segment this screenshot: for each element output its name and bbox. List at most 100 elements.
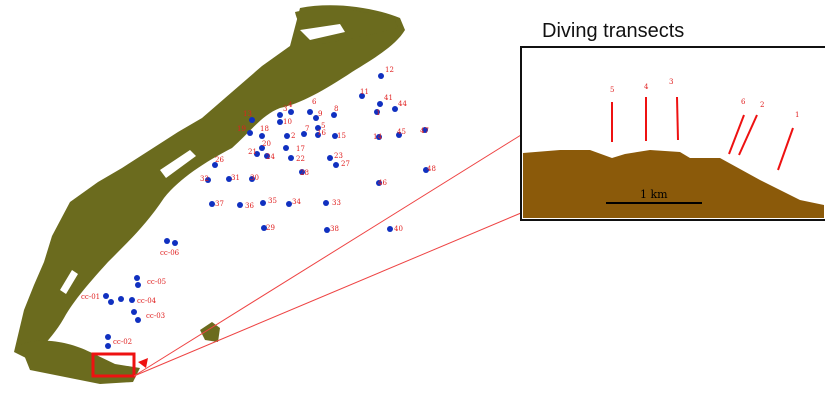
reference-site-marker bbox=[135, 282, 141, 288]
station-marker bbox=[247, 130, 253, 136]
station-marker bbox=[374, 109, 380, 115]
station-label: 20 bbox=[262, 140, 271, 148]
station-marker bbox=[259, 133, 265, 139]
station-marker bbox=[323, 200, 329, 206]
station-label: 26 bbox=[215, 156, 224, 164]
station-marker bbox=[226, 176, 232, 182]
station-marker bbox=[315, 125, 321, 131]
station-marker bbox=[277, 119, 283, 125]
station-label: 46 bbox=[378, 179, 387, 187]
highlight-arrow bbox=[138, 358, 148, 368]
station-marker bbox=[260, 200, 266, 206]
station-label: 44 bbox=[398, 100, 407, 108]
station-label: 23 bbox=[334, 152, 343, 160]
station-marker bbox=[376, 180, 382, 186]
station-marker bbox=[324, 227, 330, 233]
station-label: 40 bbox=[394, 225, 403, 233]
station-label: 10 bbox=[283, 118, 292, 126]
reference-site-marker bbox=[131, 309, 137, 315]
seabed-profile bbox=[523, 150, 824, 218]
station-marker bbox=[331, 112, 337, 118]
reference-site-marker bbox=[103, 293, 109, 299]
station-label: 32 bbox=[200, 175, 209, 183]
transect-label: 3 bbox=[669, 78, 673, 86]
station-label: 8 bbox=[334, 105, 338, 113]
station-label: 41 bbox=[384, 94, 393, 102]
transects-layer: 5 4 3 6 2 1 1 km bbox=[610, 78, 799, 201]
station-label: 27 bbox=[341, 160, 350, 168]
station-marker bbox=[249, 176, 255, 182]
reference-site-label: cc-04 bbox=[137, 297, 157, 305]
station-marker bbox=[327, 155, 333, 161]
highlight-box bbox=[91, 352, 136, 378]
station-label: 11 bbox=[360, 88, 369, 96]
reference-site-label: cc-01 bbox=[81, 293, 100, 301]
station-label: 37 bbox=[215, 200, 224, 208]
station-marker bbox=[377, 101, 383, 107]
reference-site-label: cc-02 bbox=[113, 338, 132, 346]
station-label: 15 bbox=[337, 132, 346, 140]
transect-line bbox=[728, 114, 745, 155]
atoll-islet bbox=[200, 322, 220, 342]
inset-title: Diving transects bbox=[542, 20, 685, 42]
station-marker bbox=[332, 133, 338, 139]
station-marker bbox=[249, 117, 255, 123]
reference-site-marker bbox=[164, 238, 170, 244]
station-marker bbox=[299, 169, 305, 175]
station-marker bbox=[359, 93, 365, 99]
station-marker bbox=[423, 167, 429, 173]
transect-label: 4 bbox=[644, 83, 649, 91]
station-label: 16 bbox=[317, 129, 326, 137]
station-label: 24 bbox=[266, 153, 275, 161]
station-label: 28 bbox=[300, 169, 309, 177]
station-label: 2 bbox=[291, 132, 295, 140]
station-marker bbox=[387, 226, 393, 232]
reference-site-label: cc-06 bbox=[160, 249, 180, 257]
transect-label: 6 bbox=[741, 98, 746, 106]
station-label: 30 bbox=[250, 174, 259, 182]
station-marker bbox=[378, 73, 384, 79]
reference-site-marker bbox=[118, 296, 124, 302]
station-marker bbox=[237, 202, 243, 208]
station-label: 12 bbox=[385, 66, 394, 74]
connector-line-top bbox=[133, 134, 522, 377]
station-marker bbox=[209, 201, 215, 207]
reference-site-marker bbox=[108, 299, 114, 305]
station-marker bbox=[264, 153, 270, 159]
transect-label: 1 bbox=[795, 111, 799, 119]
station-label: 3 bbox=[283, 105, 287, 113]
station-marker bbox=[277, 112, 283, 118]
station-marker bbox=[283, 145, 289, 151]
station-label: 9 bbox=[318, 110, 322, 118]
transect-line bbox=[676, 96, 679, 141]
station-marker bbox=[259, 145, 265, 151]
station-label: 22 bbox=[296, 155, 305, 163]
scale-label: 1 km bbox=[640, 188, 668, 201]
transect-label: 5 bbox=[610, 86, 614, 94]
station-label: 4 bbox=[288, 101, 293, 109]
station-label: 17 bbox=[296, 145, 305, 153]
station-label: 35 bbox=[268, 197, 277, 205]
station-marker bbox=[254, 151, 260, 157]
reference-site-label: cc-03 bbox=[146, 312, 165, 320]
reference-site-marker bbox=[135, 317, 141, 323]
station-marker bbox=[288, 109, 294, 115]
station-label: 34 bbox=[292, 198, 301, 206]
station-label: 45 bbox=[397, 128, 406, 136]
station-label: 36 bbox=[245, 202, 254, 210]
transect-line bbox=[777, 127, 794, 171]
station-label: 18 bbox=[260, 125, 269, 133]
station-label: 38 bbox=[330, 225, 339, 233]
station-marker bbox=[307, 109, 313, 115]
station-marker bbox=[333, 162, 339, 168]
station-label: 19 bbox=[237, 125, 246, 133]
reference-site-label: cc-05 bbox=[147, 278, 166, 286]
station-label: 5 bbox=[321, 122, 325, 130]
station-marker bbox=[422, 127, 428, 133]
station-label: 21 bbox=[248, 148, 257, 156]
station-marker bbox=[284, 133, 290, 139]
station-marker bbox=[376, 134, 382, 140]
reference-site-marker bbox=[105, 334, 111, 340]
